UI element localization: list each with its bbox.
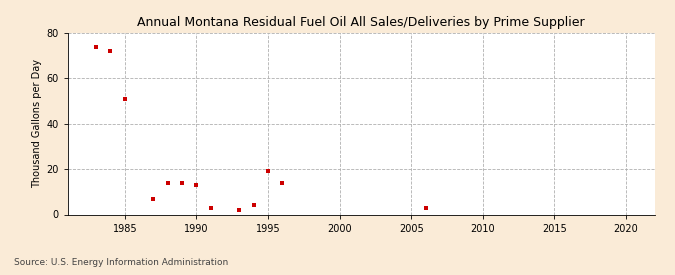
Point xyxy=(205,205,216,210)
Point xyxy=(263,169,273,174)
Point xyxy=(248,203,259,208)
Point xyxy=(420,205,431,210)
Point xyxy=(177,181,188,185)
Point xyxy=(90,44,101,49)
Text: Source: U.S. Energy Information Administration: Source: U.S. Energy Information Administ… xyxy=(14,258,227,267)
Point xyxy=(191,183,202,187)
Point xyxy=(234,208,245,212)
Point xyxy=(163,181,173,185)
Y-axis label: Thousand Gallons per Day: Thousand Gallons per Day xyxy=(32,59,42,188)
Point xyxy=(277,181,288,185)
Title: Annual Montana Residual Fuel Oil All Sales/Deliveries by Prime Supplier: Annual Montana Residual Fuel Oil All Sal… xyxy=(137,16,585,29)
Point xyxy=(119,97,130,101)
Point xyxy=(148,196,159,201)
Point xyxy=(105,49,116,53)
